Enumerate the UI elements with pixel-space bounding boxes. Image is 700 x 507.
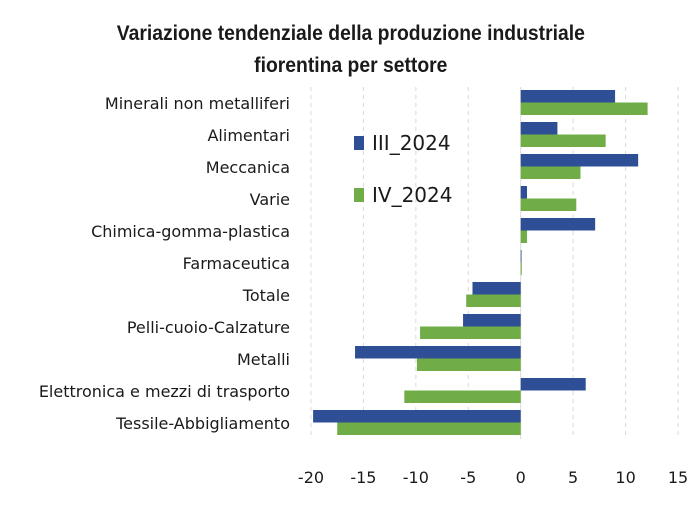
bar-iii-2024 bbox=[520, 122, 558, 135]
category-label: Metalli bbox=[237, 350, 290, 369]
bar-iv-2024 bbox=[520, 134, 606, 147]
category-label: Totale bbox=[242, 286, 290, 305]
category-label: Farmaceutica bbox=[183, 254, 290, 273]
legend-label: III_2024 bbox=[372, 131, 451, 155]
category-label: Meccanica bbox=[206, 158, 290, 177]
x-tick-label: 5 bbox=[568, 468, 578, 487]
bar-iv-2024 bbox=[420, 326, 521, 339]
x-tick-label: -10 bbox=[403, 468, 429, 487]
x-tick-label: -15 bbox=[350, 468, 376, 487]
legend-swatch bbox=[354, 188, 364, 202]
x-tick-label: 0 bbox=[516, 468, 526, 487]
bar-iv-2024 bbox=[337, 422, 521, 435]
legend-label: IV_2024 bbox=[372, 183, 452, 207]
category-label: Alimentari bbox=[207, 126, 290, 145]
bar-iii-2024 bbox=[520, 250, 522, 263]
x-tick-label: 15 bbox=[668, 468, 688, 487]
legend: III_2024 IV_2024 bbox=[354, 131, 452, 207]
bar-iv-2024 bbox=[416, 358, 521, 371]
x-tick-labels: -20 -15 -10 -5 0 5 10 15 bbox=[298, 468, 688, 487]
bar-iii-2024 bbox=[355, 346, 521, 359]
chart-title: Variazione tendenziale della produzione … bbox=[29, 18, 673, 82]
bar-iv-2024 bbox=[520, 262, 522, 275]
category-labels: Minerali non metalliferi Alimentari Meccan… bbox=[39, 94, 290, 433]
bar-iii-2024 bbox=[463, 314, 521, 327]
x-tick-label: 10 bbox=[615, 468, 635, 487]
gridlines bbox=[310, 87, 679, 439]
bars bbox=[313, 90, 648, 435]
chart-title-line-1: Variazione tendenziale della produzione … bbox=[116, 22, 585, 45]
bar-iv-2024 bbox=[520, 102, 648, 115]
bar-iv-2024 bbox=[520, 198, 577, 211]
category-label: Pelli-cuoio-Calzature bbox=[127, 318, 290, 337]
bar-iii-2024 bbox=[520, 90, 616, 103]
category-label: Minerali non metalliferi bbox=[105, 94, 290, 113]
bar-iv-2024 bbox=[404, 390, 521, 403]
x-tick-label: -20 bbox=[298, 468, 324, 487]
chart-title-line-2: fiorentina per settore bbox=[254, 54, 448, 77]
category-label: Varie bbox=[250, 190, 290, 209]
bar-iv-2024 bbox=[520, 230, 528, 243]
bar-iii-2024 bbox=[313, 410, 521, 423]
category-label: Elettronica e mezzi di trasporto bbox=[39, 382, 290, 401]
bar-iii-2024 bbox=[520, 378, 586, 391]
bar-iii-2024 bbox=[520, 218, 596, 231]
bar-iv-2024 bbox=[520, 166, 581, 179]
bar-iii-2024 bbox=[472, 282, 521, 295]
legend-swatch bbox=[354, 136, 364, 150]
bar-iii-2024 bbox=[520, 186, 528, 199]
x-tick-label: -5 bbox=[460, 468, 476, 487]
bar-iv-2024 bbox=[466, 294, 521, 307]
bar-iii-2024 bbox=[520, 154, 639, 167]
category-label: Chimica-gomma-plastica bbox=[91, 222, 290, 241]
category-label: Tessile-Abbigliamento bbox=[115, 414, 290, 433]
